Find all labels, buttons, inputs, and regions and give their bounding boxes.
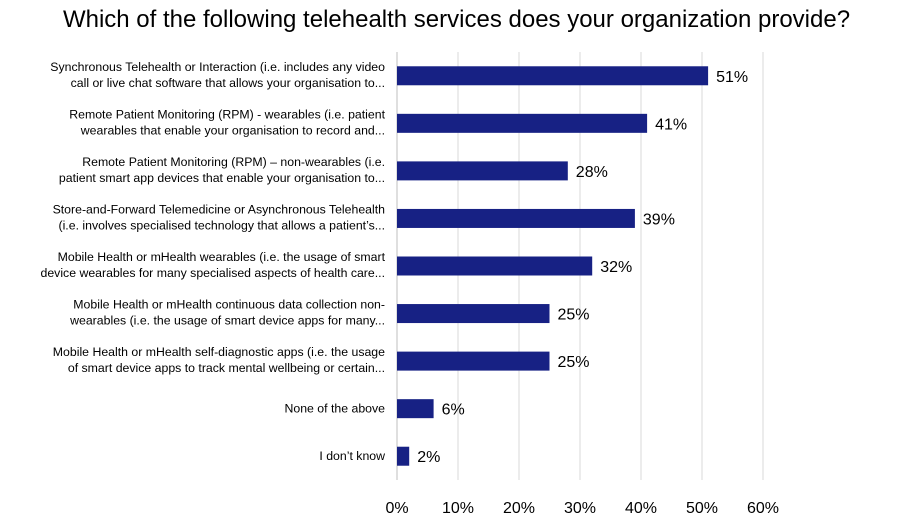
category-label: Mobile Health or mHealth wearables (i.e.…	[41, 250, 386, 280]
bar	[397, 66, 709, 86]
category-label: Store-and-Forward Telemedicine or Asynch…	[53, 202, 386, 232]
data-label: 2%	[417, 449, 440, 466]
category-label-line: patient smart app devices that enable yo…	[59, 171, 385, 185]
bar	[397, 161, 568, 181]
category-label: Remote Patient Monitoring (RPM) - wearab…	[69, 107, 385, 137]
category-label: None of the above	[284, 402, 385, 416]
bar	[397, 446, 410, 466]
bar	[397, 399, 434, 419]
bar	[397, 256, 593, 276]
chart-title: Which of the following telehealth servic…	[62, 6, 851, 33]
category-label-line: Store-and-Forward Telemedicine or Asynch…	[53, 202, 386, 216]
data-label: 51%	[716, 69, 748, 86]
category-label: Synchronous Telehealth or Interaction (i…	[50, 60, 385, 90]
category-label-line: Remote Patient Monitoring (RPM) - wearab…	[69, 107, 385, 121]
x-tick-label: 30%	[564, 500, 596, 517]
x-tick-label: 0%	[385, 500, 408, 517]
x-tick-label: 20%	[503, 500, 535, 517]
data-label: 25%	[558, 307, 590, 324]
category-label-line: Mobile Health or mHealth self-diagnostic…	[53, 345, 385, 359]
category-label-line: wearables (i.e. the usage of smart devic…	[69, 314, 385, 328]
data-label: 28%	[576, 164, 608, 181]
bar	[397, 351, 550, 371]
x-tick-label: 60%	[747, 500, 779, 517]
bar	[397, 208, 635, 228]
data-label: 41%	[655, 116, 687, 133]
x-tick-label: 50%	[686, 500, 718, 517]
category-label-line: call or live chat software that allows y…	[71, 76, 385, 90]
category-label-line: (i.e. involves specialised technology th…	[58, 218, 385, 232]
category-label: Remote Patient Monitoring (RPM) – non-we…	[59, 155, 385, 185]
x-tick-label: 10%	[442, 500, 474, 517]
category-label-line: device wearables for many specialised as…	[41, 266, 386, 280]
data-label: 25%	[558, 354, 590, 371]
x-tick-label: 40%	[625, 500, 657, 517]
category-label-line: None of the above	[284, 402, 385, 416]
category-label: I don’t know	[319, 449, 385, 463]
category-label-line: Mobile Health or mHealth continuous data…	[73, 298, 385, 312]
category-label: Mobile Health or mHealth self-diagnostic…	[53, 345, 385, 375]
category-label-line: Remote Patient Monitoring (RPM) – non-we…	[82, 155, 385, 169]
data-label: 32%	[600, 259, 632, 276]
bar	[397, 113, 648, 133]
category-label-line: Mobile Health or mHealth wearables (i.e.…	[58, 250, 386, 264]
category-label-line: Synchronous Telehealth or Interaction (i…	[50, 60, 385, 74]
data-label: 39%	[643, 211, 675, 228]
bar	[397, 304, 550, 324]
category-label-line: wearables that enable your organisation …	[80, 123, 385, 137]
category-label: Mobile Health or mHealth continuous data…	[69, 298, 385, 328]
category-label-line: of smart device apps to track mental wel…	[68, 361, 385, 375]
data-label: 6%	[442, 402, 465, 419]
category-label-line: I don’t know	[319, 449, 385, 463]
